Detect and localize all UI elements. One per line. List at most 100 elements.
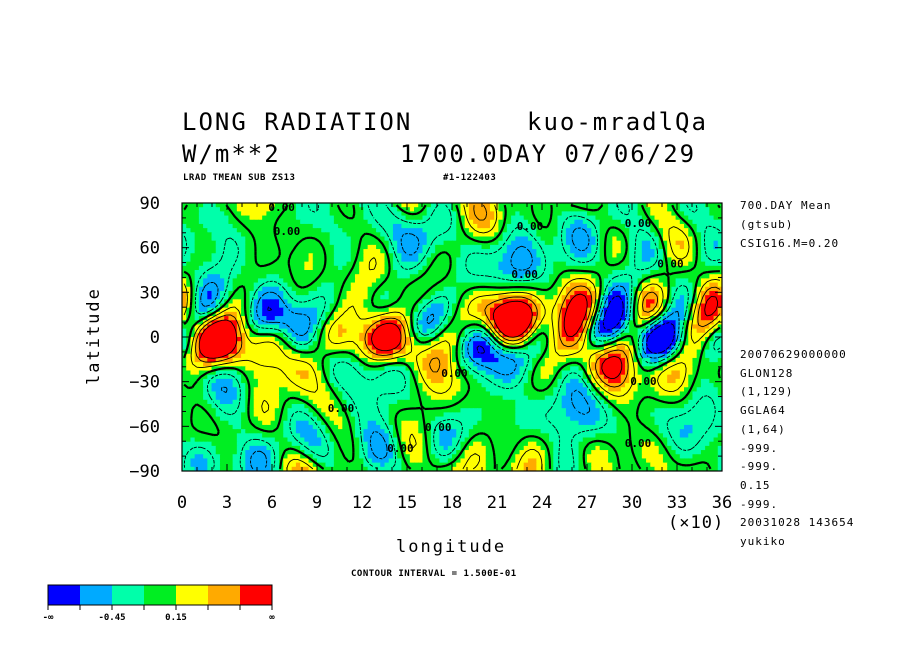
field-cell [253,345,259,351]
field-cell [426,320,432,326]
field-cell [241,236,246,242]
field-cell [405,249,411,254]
field-cell [182,362,187,367]
field-cell [304,362,310,367]
field-cell [608,270,613,275]
field-cell [182,223,187,229]
field-cell [540,357,546,363]
field-cell [688,357,694,363]
field-cell [654,328,660,334]
field-cell [595,282,601,288]
field-cell [384,265,390,271]
field-cell [574,332,580,338]
field-cell [646,295,651,300]
field-cell [570,337,575,342]
field-cell [477,274,483,279]
field-cell [506,274,512,279]
field-cell [376,362,381,367]
field-cell [464,311,470,317]
field-cell [435,299,440,305]
field-cell [654,353,660,359]
field-cell [414,232,419,238]
field-cell [257,311,263,317]
field-cell [190,236,196,242]
field-cell [203,278,208,284]
field-cell [392,215,398,221]
field-cell [498,282,504,288]
field-cell [637,274,643,279]
field-cell [557,274,563,279]
field-cell [392,228,398,233]
field-cell [616,253,622,259]
field-cell [620,274,626,279]
field-cell [346,316,352,321]
field-cell [388,207,394,212]
field-cell [460,299,466,305]
field-cell [418,357,424,363]
field-cell [700,223,706,229]
field-cell [603,332,609,338]
field-cell [709,328,715,334]
field-cell [637,341,643,346]
field-cell [350,332,356,338]
field-cell [376,337,381,342]
field-cell [350,353,356,359]
field-cell [549,228,554,233]
field-cell [207,303,213,309]
field-cell [430,349,436,355]
field-cell [219,270,225,275]
field-cell [515,290,521,296]
field-cell [705,211,710,217]
field-cell [182,228,187,233]
field-cell [578,337,584,342]
field-cell [452,353,457,359]
field-cell [245,353,251,359]
field-cell [679,240,685,246]
field-cell [338,345,343,351]
field-cell [388,311,394,317]
field-cell [713,332,719,338]
field-cell [426,257,432,263]
field-cell [713,257,719,263]
field-cell [506,207,512,212]
field-cell [215,261,221,267]
field-cell [544,240,550,246]
field-cell [443,357,449,363]
field-cell [371,341,377,346]
field-cell [489,249,495,254]
field-cell [363,240,369,246]
field-cell [409,282,415,288]
field-cell [190,257,196,263]
field-cell [203,211,208,217]
field-cell [283,295,289,300]
field-cell [582,332,588,338]
field-cell [506,286,512,292]
field-cell [300,232,305,238]
field-cell [443,207,449,212]
field-cell [696,261,702,267]
field-cell [203,286,208,292]
field-cell [540,240,546,246]
field-cell [565,307,571,313]
field-cell [587,282,592,288]
field-cell [430,307,436,313]
field-cell [190,253,196,259]
field-cell [553,236,559,242]
field-cell [536,295,542,300]
field-cell [397,249,402,254]
field-cell [342,274,348,279]
field-cell [464,349,470,355]
field-cell [709,353,715,359]
field-cell [519,320,525,326]
field-cell [671,236,677,242]
field-cell [405,232,411,238]
field-cell [295,332,301,338]
field-cell [599,215,605,221]
field-cell [620,324,626,330]
field-cell [338,320,343,326]
field-cell [641,311,647,317]
field-cell [274,341,280,346]
field-cell [291,337,297,342]
field-cell [274,282,280,288]
field-cell [224,324,230,330]
